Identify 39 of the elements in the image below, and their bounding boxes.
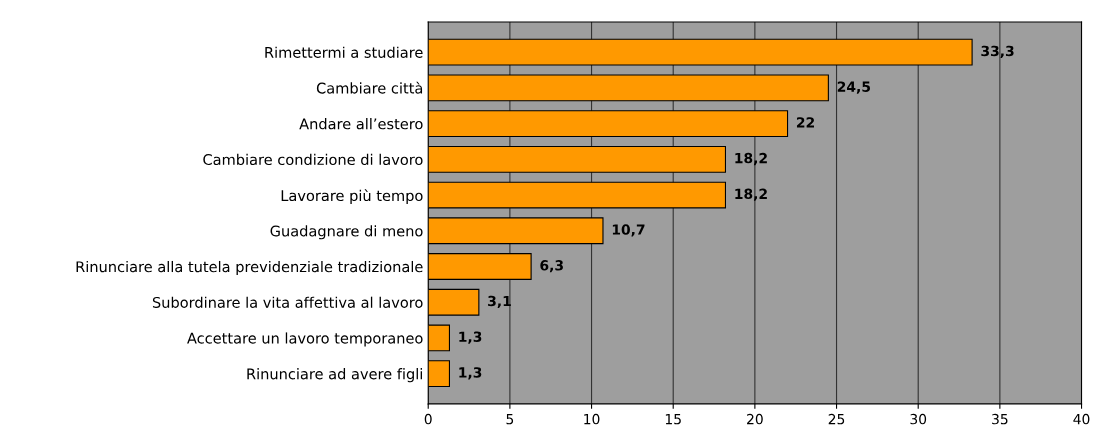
y-tick-label: Cambiare città [316, 81, 423, 94]
y-tick-label: Andare all’estero [299, 118, 423, 130]
data-label: 6,3 [540, 260, 563, 273]
x-tick-label: 10 [584, 413, 600, 425]
data-label: 1,3 [459, 367, 482, 380]
y-tick-label: Rinunciare ad avere figli [247, 368, 422, 383]
bar [428, 253, 532, 280]
x-tick-label: 5 [506, 414, 514, 425]
data-label: 18,2 [735, 152, 767, 166]
x-tick-label: 20 [747, 413, 763, 425]
y-tick-label: Rinunciare alla tutela previdenziale tradizionale [76, 260, 423, 276]
bar [428, 360, 451, 388]
x-tick-label: 25 [828, 413, 845, 425]
x-tick-label: 15 [665, 414, 681, 425]
bar [428, 110, 789, 138]
data-label: 3,1 [488, 295, 511, 309]
y-tick-label: Rimettermi a studiare [265, 46, 423, 58]
data-label: 22 [796, 117, 814, 128]
x-tick-label: 35 [992, 413, 1008, 425]
y-tick-label: Subordinare la vita affettiva al lavoro [152, 296, 423, 308]
y-tick-label: Lavorare più tempo [281, 189, 423, 204]
bar [428, 145, 727, 173]
data-label: 10,7 [612, 224, 645, 237]
bar [428, 324, 451, 352]
data-label: 24,5 [837, 81, 870, 94]
data-label: 18,2 [735, 188, 767, 201]
data-label: 33,3 [981, 45, 1014, 58]
y-tick-label: Accettare un lavoro temporaneo [187, 332, 423, 347]
bar [428, 38, 973, 66]
y-tick-label: Guadagnare di meno [270, 225, 423, 240]
bar [428, 217, 604, 245]
bar [428, 74, 829, 102]
x-tick-label: 40 [1073, 413, 1090, 425]
bar [428, 288, 480, 316]
x-tick-label: 0 [424, 413, 432, 425]
bar [428, 181, 727, 209]
data-label: 1,3 [459, 331, 482, 344]
x-tick-label: 30 [910, 413, 927, 425]
y-tick-label: Cambiare condizione di lavoro [203, 153, 423, 166]
